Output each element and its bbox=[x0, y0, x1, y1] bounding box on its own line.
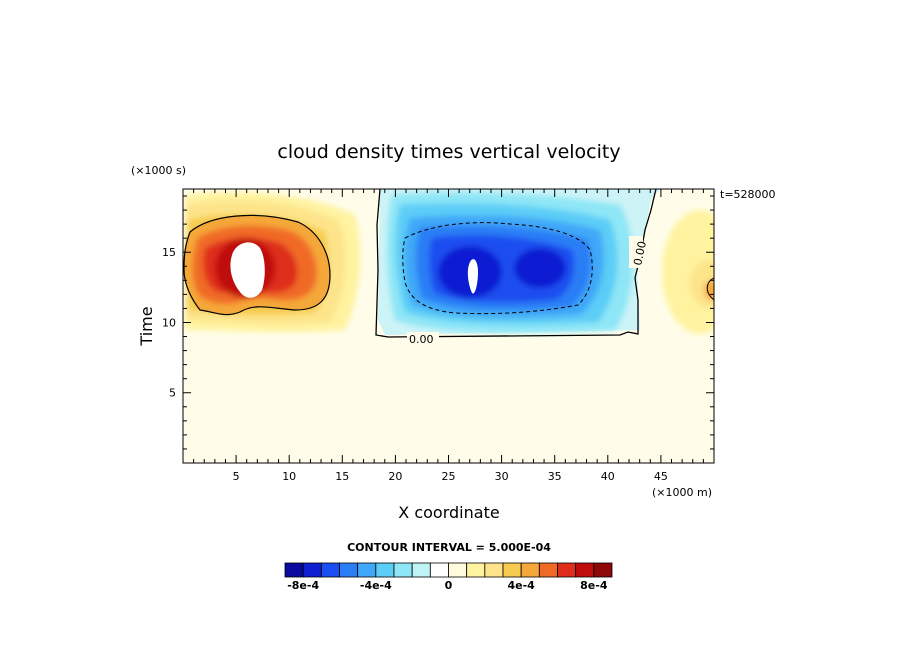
x-axis-ticks: 5 10 15 20 25 30 35 40 45 bbox=[193, 189, 704, 483]
colorbar-tick-label: 4e-4 bbox=[507, 579, 535, 592]
x-tick-label: 30 bbox=[495, 470, 509, 483]
colorbar-tick-label: 8e-4 bbox=[580, 579, 608, 592]
colorbar-swatch bbox=[375, 562, 395, 578]
colorbar-swatch bbox=[429, 562, 449, 578]
y-axis-ticks: 5 10 15 bbox=[162, 195, 714, 450]
colorbar-swatch bbox=[357, 562, 377, 578]
colorbar-swatch bbox=[448, 562, 468, 578]
x-tick-label: 5 bbox=[233, 470, 240, 483]
y-tick-label: 5 bbox=[169, 387, 176, 400]
colorbar-swatch bbox=[411, 562, 431, 578]
colorbar-tick-label: -8e-4 bbox=[287, 579, 319, 592]
colorbar-swatch bbox=[284, 562, 304, 578]
y-tick-label: 15 bbox=[162, 246, 176, 259]
x-tick-label: 20 bbox=[388, 470, 402, 483]
colorbar-swatch bbox=[520, 562, 540, 578]
colorbar-swatch bbox=[502, 562, 522, 578]
colorbar-tick-label: -4e-4 bbox=[360, 579, 392, 592]
timestamp-label: t=528000 bbox=[720, 188, 776, 201]
positive-core-hole bbox=[230, 242, 265, 298]
colorbar-swatch bbox=[339, 562, 359, 578]
zero-contour-label: 0.00 bbox=[409, 333, 434, 346]
colorbar-swatch bbox=[575, 562, 595, 578]
y-unit-label: (×1000 s) bbox=[131, 164, 186, 177]
colorbar-swatch bbox=[320, 562, 340, 578]
chart-title: cloud density times vertical velocity bbox=[277, 141, 620, 163]
colorbar-swatch bbox=[466, 562, 486, 578]
x-tick-label: 45 bbox=[654, 470, 668, 483]
colorbar-swatch bbox=[538, 562, 558, 578]
colorbar-ticks: -8e-4 -4e-4 0 4e-4 8e-4 bbox=[287, 579, 608, 592]
plot-area bbox=[183, 189, 714, 463]
x-unit-label: (×1000 m) bbox=[652, 486, 712, 499]
colorbar-tick-label: 0 bbox=[445, 579, 453, 592]
contour-interval-label: CONTOUR INTERVAL = 5.000E-04 bbox=[347, 541, 551, 554]
x-axis-label: X coordinate bbox=[398, 503, 499, 522]
colorbar-swatch bbox=[593, 562, 613, 578]
positive-edge-region bbox=[662, 210, 714, 334]
zero-contour-labels: 0.00 0.00 bbox=[409, 240, 649, 346]
x-tick-label: 25 bbox=[442, 470, 456, 483]
x-tick-label: 40 bbox=[601, 470, 615, 483]
y-tick-label: 10 bbox=[162, 316, 176, 329]
x-tick-label: 35 bbox=[548, 470, 562, 483]
y-axis-label: Time bbox=[137, 306, 156, 346]
x-tick-label: 15 bbox=[335, 470, 349, 483]
zero-contour-label: 0.00 bbox=[631, 240, 649, 267]
colorbar-swatch bbox=[302, 562, 322, 578]
zero-contour-negative bbox=[375, 189, 657, 338]
colorbar bbox=[284, 562, 613, 578]
negative-region bbox=[378, 189, 660, 335]
zero-contour-edge bbox=[706, 277, 714, 301]
colorbar-swatch bbox=[393, 562, 413, 578]
x-tick-label: 10 bbox=[282, 470, 296, 483]
positive-region bbox=[183, 191, 361, 333]
colorbar-swatch bbox=[557, 562, 577, 578]
negative-core-hole bbox=[467, 259, 478, 294]
dashed-contour-negative bbox=[402, 222, 593, 315]
colorbar-swatch bbox=[484, 562, 504, 578]
